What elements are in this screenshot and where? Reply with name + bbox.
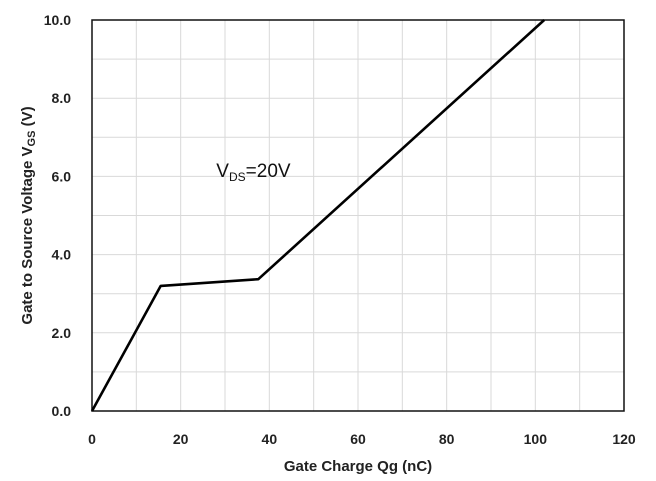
x-tick-label: 20	[173, 431, 189, 447]
y-tick-label: 2.0	[52, 325, 72, 341]
vds-annotation: VDS=20V	[216, 161, 291, 184]
y-tick-label: 10.0	[44, 12, 71, 28]
y-tick-label: 0.0	[52, 403, 72, 419]
series-line-vgs	[90, 19, 546, 412]
x-axis-title: Gate Charge Qg (nC)	[284, 458, 432, 475]
y-tick-labels: 0.0 2.0 4.0 6.0 8.0 10.0	[44, 12, 71, 419]
vds-annotation-sub: DS	[229, 170, 246, 184]
y-tick-label: 4.0	[52, 247, 72, 263]
x-tick-label: 0	[88, 431, 96, 447]
x-tick-label: 60	[350, 431, 366, 447]
y-tick-label: 8.0	[52, 90, 72, 106]
y-axis-title: Gate to Source Voltage VGS (V)	[19, 106, 38, 324]
x-tick-labels: 0 20 40 60 80 100 120	[88, 431, 636, 447]
vds-annotation-end: =20V	[246, 161, 291, 182]
plot-frame	[91, 19, 625, 412]
y-axis-title-main: Gate to Source Voltage V	[19, 146, 36, 324]
x-tick-label: 80	[439, 431, 455, 447]
x-tick-label: 120	[612, 431, 636, 447]
y-tick-label: 6.0	[52, 168, 72, 184]
grid-lines	[91, 19, 625, 412]
x-tick-label: 100	[524, 431, 548, 447]
y-axis-title-sub: GS	[26, 131, 38, 147]
x-tick-label: 40	[262, 431, 278, 447]
vds-annotation-main: V	[216, 161, 229, 182]
y-axis-title-end: (V)	[19, 106, 36, 130]
